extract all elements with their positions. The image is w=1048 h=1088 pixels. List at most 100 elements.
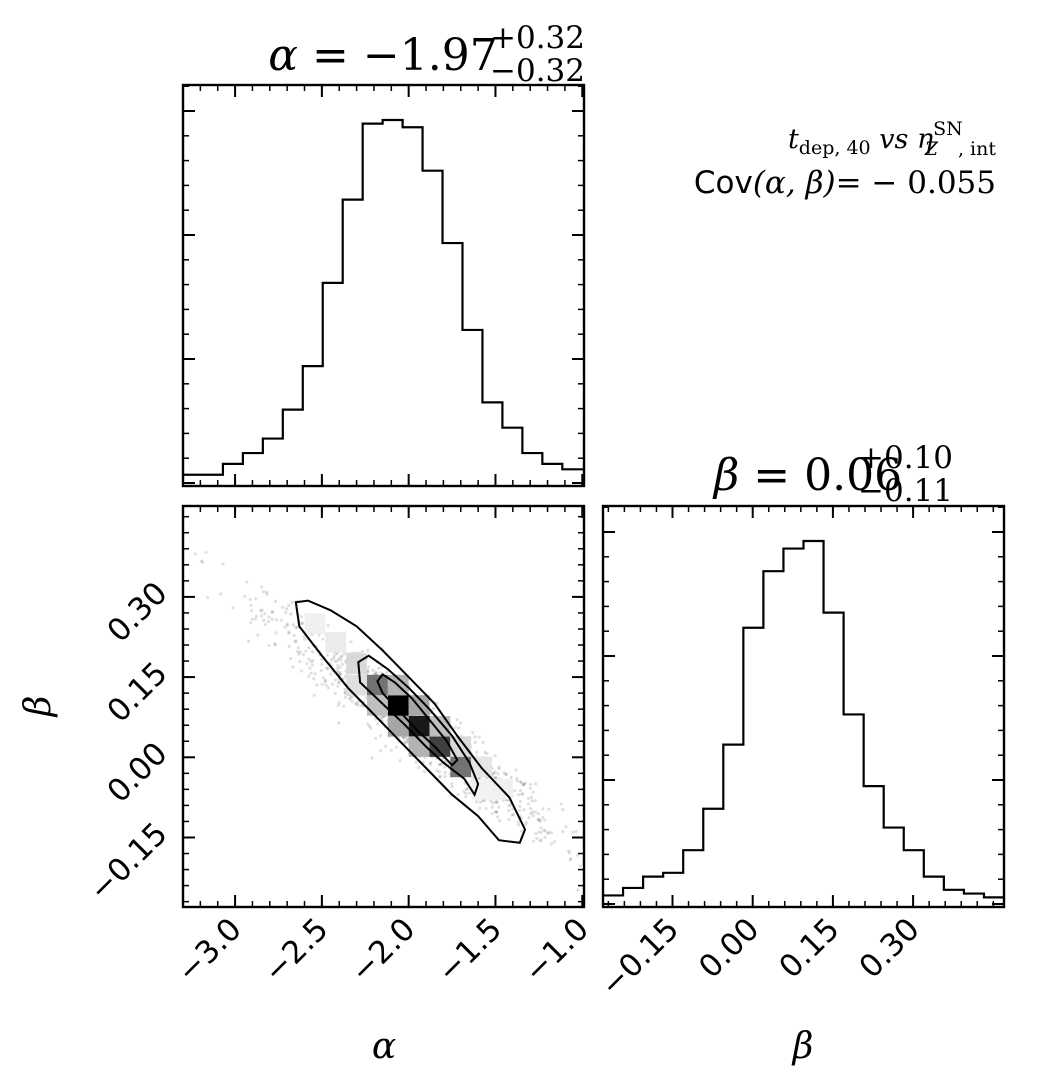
alpha-hist-bin-6 (303, 366, 323, 482)
scatter-point (539, 830, 543, 835)
scatter-point (530, 799, 534, 803)
scatter-point (378, 748, 383, 753)
beta-hist-bin-5 (703, 809, 723, 903)
scatter-point (301, 652, 306, 657)
scatter-point (329, 672, 333, 676)
beta-hist-bin-8 (763, 571, 783, 903)
scatter-point (531, 839, 536, 843)
alpha-beta-frame (181, 504, 586, 909)
alpha-title-lower: −0.32 (490, 53, 585, 89)
scatter-point (339, 658, 343, 662)
scatter-point (307, 646, 311, 650)
scatter-point (494, 810, 499, 814)
scatter-point (204, 550, 208, 554)
scatter-point (408, 684, 412, 688)
beta-hist-bin-6 (723, 745, 743, 903)
scatter-point (538, 818, 542, 822)
scatter-point (333, 691, 337, 695)
scatter-point (496, 772, 500, 776)
scatter-point (326, 624, 330, 628)
beta-title: β = 0.06 (712, 450, 902, 501)
beta-title-upper: +0.10 (858, 440, 953, 476)
beta-hist-bin-12 (844, 714, 864, 903)
scatter-point (561, 830, 565, 834)
scatter-point (429, 761, 433, 765)
scatter-point (456, 792, 460, 797)
scatter-point (274, 599, 278, 604)
annotation-line2: Cov(α, β)= − 0.055 (694, 165, 996, 201)
scatter-point (381, 715, 385, 719)
scatter-point (249, 621, 253, 625)
x-tick-label-2: 0.15 (772, 911, 846, 985)
scatter-point (323, 680, 327, 684)
scatter-point (549, 842, 554, 846)
scatter-point (336, 664, 340, 668)
scatter-point (438, 762, 442, 767)
scatter-point (474, 800, 479, 804)
scatter-point (493, 770, 497, 774)
scatter-point (335, 659, 339, 663)
scatter-point (325, 666, 329, 670)
scatter-point (380, 717, 384, 721)
alpha-hist-bin-12 (423, 171, 443, 482)
beta-hist-bin-2 (643, 877, 663, 903)
y-tick-label-0: −0.15 (82, 816, 175, 909)
scatter-point (523, 781, 527, 785)
scatter-point (339, 655, 343, 659)
scatter-point (312, 693, 316, 697)
scatter-point (543, 829, 547, 833)
scatter-point (515, 779, 519, 783)
scatter-point (321, 637, 325, 641)
scatter-point (542, 828, 546, 832)
scatter-point (270, 610, 275, 614)
scatter-point (266, 619, 270, 624)
scatter-point (385, 670, 389, 674)
scatter-point (402, 736, 407, 740)
density-cell-15 (325, 632, 347, 653)
alpha-hist-bin-16 (502, 428, 522, 482)
scatter-point (538, 839, 542, 843)
density-cell-0 (387, 695, 409, 716)
scatter-point (296, 650, 300, 654)
scatter-point (285, 623, 289, 628)
beta-hist-bin-10 (804, 541, 824, 903)
scatter-point (375, 671, 379, 675)
scatter-point (311, 650, 315, 654)
scatter-point (547, 830, 551, 834)
scatter-point (507, 808, 511, 813)
scatter-point (332, 654, 336, 658)
scatter-point (521, 783, 525, 787)
scatter-point (543, 835, 547, 839)
scatter-point (496, 815, 500, 819)
scatter-point (522, 808, 526, 812)
scatter-point (199, 559, 204, 563)
beta-hist-bin-1 (623, 888, 643, 903)
scatter-point (533, 810, 537, 814)
alpha-tick-labels: −3.0 −2.5 −2.0 −1.5 −1.0 (170, 911, 596, 990)
scatter-point (297, 652, 301, 656)
scatter-point (201, 560, 205, 564)
scatter-point (471, 731, 475, 735)
scatter-point (518, 799, 523, 804)
scatter-point (249, 609, 254, 613)
x-tick-label-3: 0.30 (852, 911, 926, 985)
scatter-point (481, 799, 485, 803)
scatter-point (615, 881, 618, 884)
scatter-point (299, 669, 304, 673)
scatter-point (536, 818, 540, 822)
scatter-point (325, 653, 329, 657)
beta-tick-labels: −0.150.000.150.30 (82, 575, 175, 908)
scatter-point (439, 762, 444, 766)
scatter-point (338, 665, 342, 670)
scatter-point (494, 776, 498, 780)
annotation: tdep, 40 vs ηSN Z, int Cov(α, β)= − 0.055 (694, 118, 997, 201)
scatter-point (256, 633, 260, 637)
scatter-point (576, 888, 580, 892)
scatter-point (520, 792, 524, 796)
scatter-point (422, 769, 426, 774)
scatter-point (259, 614, 264, 618)
scatter-point (518, 804, 522, 808)
scatter-point (377, 666, 381, 670)
scatter-point (406, 736, 410, 741)
scatter-point (538, 819, 542, 823)
